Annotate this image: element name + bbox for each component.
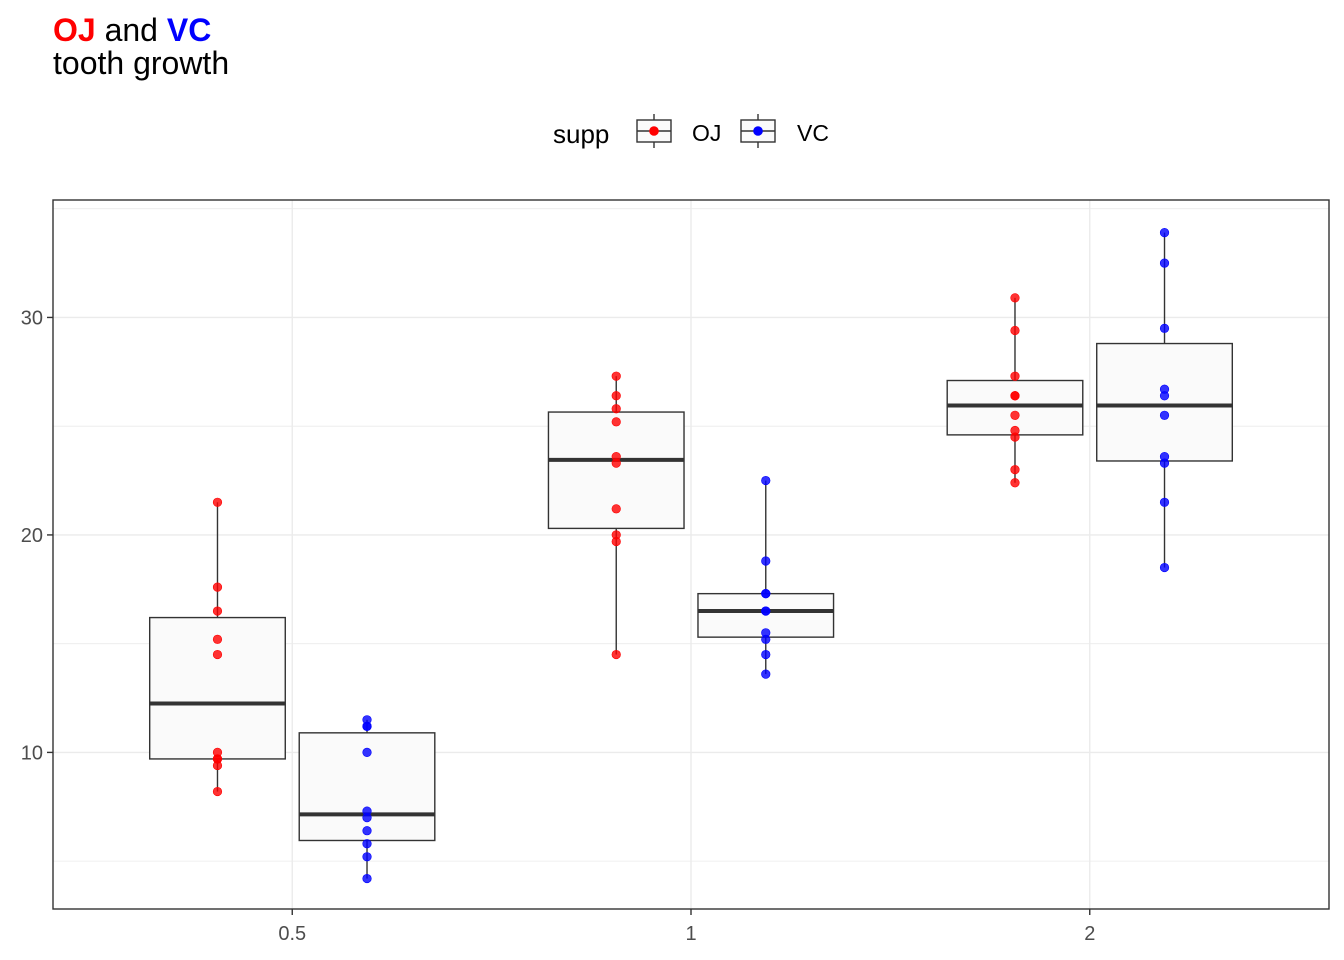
data-point-vc: [1159, 228, 1170, 238]
box-vc-1: [697, 475, 835, 679]
data-point-vc: [1159, 384, 1170, 394]
data-point-vc: [761, 669, 771, 679]
data-point-vc: [1159, 323, 1170, 333]
data-point-oj: [611, 504, 621, 514]
data-point-vc: [761, 606, 771, 616]
data-point-oj: [1010, 425, 1020, 436]
box-oj-1: [547, 371, 685, 660]
box-oj-2: [946, 293, 1084, 488]
data-point-oj: [212, 786, 223, 797]
data-point-vc: [761, 556, 771, 566]
y-tick-label: 10: [21, 742, 43, 764]
data-point-vc: [362, 839, 372, 849]
x-tick-label: 1: [685, 923, 696, 945]
box-oj-0.5: [148, 497, 286, 797]
data-point-oj: [212, 634, 223, 644]
legend-key-vc: [740, 114, 776, 148]
x-tick-label: 2: [1084, 923, 1095, 945]
legend-label-oj: OJ: [692, 120, 721, 146]
data-point-oj: [1010, 371, 1020, 381]
data-point-vc: [761, 628, 771, 638]
data-point-oj: [1010, 293, 1020, 303]
legend-title: supp: [553, 119, 609, 149]
legend-label-vc: VC: [797, 120, 829, 146]
data-point-vc: [1159, 258, 1170, 268]
axes: 10 20 30 0.5 1 2: [21, 307, 1096, 945]
data-point-vc: [362, 813, 372, 823]
data-point-vc: [362, 747, 372, 758]
data-point-oj: [1010, 410, 1020, 420]
data-point-oj: [1010, 391, 1020, 401]
title-oj-word: OJ: [53, 12, 96, 48]
grid-lines: [53, 200, 1329, 909]
data-point-vc: [362, 826, 372, 836]
data-point-oj: [212, 754, 223, 764]
data-point-oj: [611, 417, 621, 427]
data-point-oj: [611, 452, 621, 462]
data-point-oj: [611, 404, 621, 414]
data-point-oj: [1010, 478, 1020, 488]
box-vc-2: [1096, 228, 1234, 573]
box-iqr: [298, 732, 436, 842]
y-tick-label: 20: [21, 525, 43, 547]
data-point-vc: [362, 852, 372, 862]
data-point-oj: [1010, 325, 1020, 336]
title-and-word: and: [96, 12, 167, 48]
data-point-vc: [362, 721, 372, 731]
data-point-vc: [1159, 562, 1170, 573]
data-point-vc: [1159, 458, 1170, 468]
data-point-vc: [761, 589, 771, 599]
box-iqr: [1096, 342, 1234, 462]
data-point-vc: [362, 873, 372, 884]
legend-key-oj: [636, 114, 672, 148]
data-point-oj: [611, 530, 621, 540]
chart-subtitle: tooth growth: [53, 45, 229, 81]
data-point-oj: [611, 391, 621, 401]
title-vc-word: VC: [167, 12, 211, 48]
y-tick-label: 30: [21, 307, 43, 329]
data-point-oj: [212, 649, 223, 660]
legend-key-point: [753, 126, 763, 136]
data-point-oj: [611, 649, 621, 660]
data-point-vc: [1159, 497, 1170, 507]
data-point-vc: [761, 475, 771, 486]
data-point-vc: [761, 649, 771, 660]
x-tick-label: 0.5: [278, 923, 306, 945]
data-point-oj: [212, 497, 223, 507]
data-point-vc: [1159, 410, 1170, 420]
data-point-oj: [611, 371, 621, 381]
legend: supp OJ VC: [553, 114, 829, 149]
data-point-oj: [212, 606, 223, 616]
data-point-oj: [212, 582, 223, 592]
legend-key-point: [649, 126, 659, 136]
data-point-oj: [1010, 465, 1020, 475]
series-layer: [148, 228, 1234, 884]
box-vc-0.5: [298, 715, 436, 884]
chart-title: OJ and VC: [53, 12, 211, 48]
